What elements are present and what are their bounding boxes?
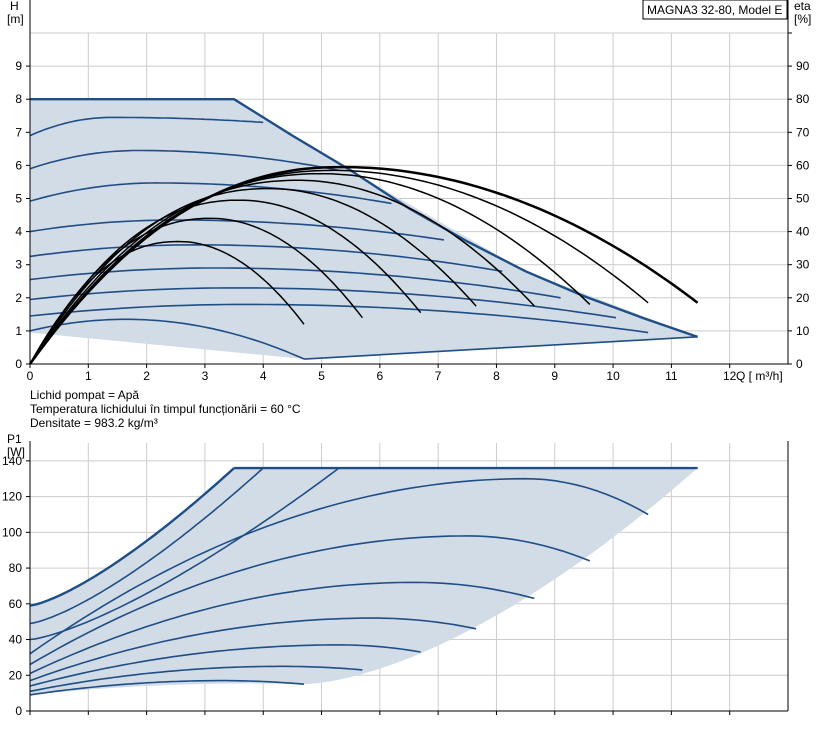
p1-y-tick-label: 40 [9,633,23,647]
eta-y-tick-label: 20 [796,291,810,305]
power-curve [29,467,264,625]
p1-curves [29,466,698,696]
model-title-box [642,0,788,20]
power-curve [29,581,535,675]
efficiency-curve [29,187,477,365]
p1-y-tick-label: 60 [9,597,23,611]
p1-y-tick-label: 140 [2,454,22,468]
power-curve [29,644,421,687]
speed-curve [29,243,503,273]
hq-xlabel: Q [ m³/h] [736,369,783,383]
efficiency-curves [28,165,699,365]
eta-y-tick-label: 10 [796,324,810,338]
speed-curve [29,149,340,172]
hq-x-tick-label: 4 [260,369,267,383]
hq-y-tick-label: 2 [15,291,22,305]
p1-y-tick-label: 0 [15,704,22,718]
efficiency-curve [29,179,535,365]
hq-ylabel-unit: [m] [7,12,24,26]
eta-y-tick-label: 80 [796,92,810,106]
hq-x-tick-label: 11 [665,369,678,383]
eta-y-tick-label: 40 [796,225,810,239]
power-curve [29,679,305,696]
min-flow-boundary [304,336,698,360]
p1-operating-area [30,468,698,695]
hq-x-tick-label: 2 [143,369,150,383]
p1-area-fill [30,468,698,695]
p1-y-tick-label: 100 [2,525,22,539]
hq-x-tick-label: 9 [551,369,558,383]
hq-ylabel: H [10,0,19,13]
power-curve [29,617,477,682]
hq-x-tick-label: 6 [377,369,384,383]
eta-ylabel-unit: [%] [794,12,811,26]
hq-y-tick-label: 6 [15,158,22,172]
eta-y-tick-label: 90 [796,59,810,73]
hq-x-tick-label: 7 [435,369,442,383]
hq-x-tick-label: 3 [202,369,209,383]
power-curve [29,467,235,607]
eta-y-tick-label: 60 [796,158,810,172]
efficiency-curve [29,199,422,365]
hq-x-tick-label: 5 [318,369,325,383]
speed-curve [29,182,392,205]
hq-y-tick-label: 3 [15,258,22,272]
info-density: Densitate = 983.2 kg/m³ [30,416,158,430]
hq-y-tick-label: 9 [15,59,22,73]
p1-y-tick-label: 20 [9,668,23,682]
p1-axes: 0 20 40 60 80 100 120 140 [2,441,789,718]
hq-x-tick-label: 1 [85,369,92,383]
efficiency-curve [28,165,699,365]
hq-y-tick-label: 4 [15,225,22,239]
speed-curve [29,318,305,360]
p1-ylabel-unit: [W] [7,445,25,459]
power-curve [29,665,363,693]
speed-curve [29,267,561,299]
hq-y-tick-label: 7 [15,125,22,139]
hq-x-tick-label: 12 [723,369,737,383]
speed-curve [29,116,264,137]
eta-y-tick-label: 0 [796,357,803,371]
efficiency-curve [29,172,591,365]
hq-y-tick-label: 5 [15,192,22,206]
hq-x-tick-label: 10 [606,369,620,383]
hq-y-tick-label: 1 [15,324,22,338]
hq-y-tick-label: 8 [15,92,22,106]
eta-ylabel: eta [794,0,811,13]
hq-x-tick-label: 8 [493,369,500,383]
hq-y-tick-label: 0 [15,357,22,371]
info-fluid: Lichid pompat = Apă [30,388,139,402]
hq-x-tick-label: 0 [27,369,34,383]
p1-y-tick-label: 120 [2,490,22,504]
model-title: MAGNA3 32-80, Model E [647,3,782,17]
eta-y-tick-label: 30 [796,258,810,272]
speed-curve [29,287,617,319]
eta-y-tick-label: 70 [796,125,810,139]
power-curve [29,535,591,666]
info-temperature: Temperatura lichidului în timpul funcțio… [30,402,301,416]
p1-ylabel: P1 [7,432,22,446]
hq-axes: 0 1 2 3 4 5 6 7 8 9 10 11 12012345678901020304050607… [15,0,810,383]
eta-y-tick-label: 50 [796,192,810,206]
power-curve [29,477,649,655]
p1-y-tick-label: 80 [9,561,23,575]
power-curve [29,467,340,641]
speed-curve [29,303,649,334]
